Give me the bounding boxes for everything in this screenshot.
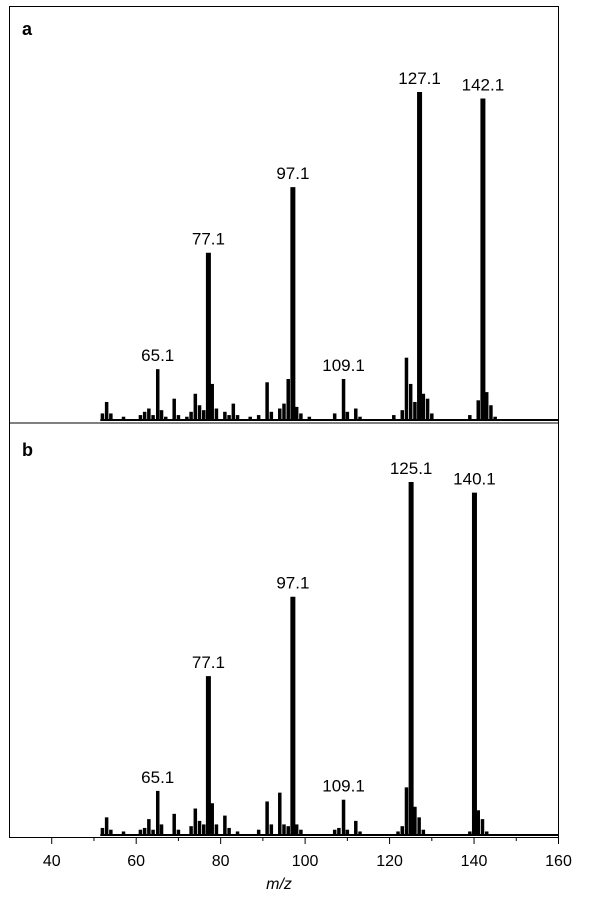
peak-label: 140.1	[453, 470, 496, 489]
peak-label: 109.1	[322, 777, 365, 796]
peak-label: 127.1	[398, 69, 441, 88]
spectrum-panel-a: 65.1 77.1 97.1 109.1 127.1 142.1	[100, 69, 559, 421]
x-tick-label: 80	[212, 853, 230, 870]
peak-label: 109.1	[322, 356, 365, 375]
x-axis: 40 60 80 100 120 140 160	[43, 837, 572, 870]
x-tick-label: 40	[43, 853, 61, 870]
panel-label-b: b	[22, 440, 33, 460]
x-tick-label: 60	[127, 853, 145, 870]
peak-label: 125.1	[390, 459, 433, 478]
peak-label: 65.1	[141, 346, 174, 365]
x-tick-label: 100	[292, 853, 319, 870]
figure-frame	[9, 6, 559, 838]
peak-label: 77.1	[192, 230, 225, 249]
x-tick-label: 160	[545, 853, 572, 870]
x-tick-label: 120	[376, 853, 403, 870]
peak-label: 97.1	[276, 164, 309, 183]
spectrum-panel-b: 65.1 77.1 97.1 109.1 125.1 140.1	[100, 459, 559, 836]
peak-label: 97.1	[276, 574, 309, 593]
peak-label: 65.1	[141, 768, 174, 787]
panel-label-a: a	[22, 19, 33, 39]
x-tick-label: 140	[461, 853, 488, 870]
x-axis-title: m/z	[266, 876, 292, 893]
peak-label: 77.1	[192, 653, 225, 672]
peak-label: 142.1	[462, 76, 505, 95]
